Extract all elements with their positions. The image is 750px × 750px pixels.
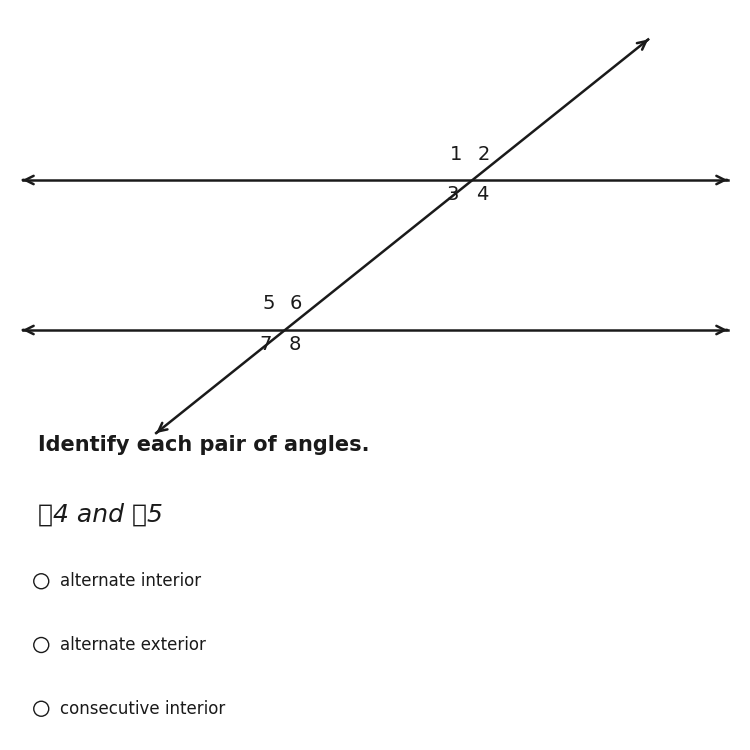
Text: alternate interior: alternate interior	[60, 572, 201, 590]
Text: 8: 8	[288, 335, 301, 354]
Text: 7: 7	[260, 335, 272, 354]
Text: 5: 5	[262, 295, 275, 314]
Text: 1: 1	[450, 145, 463, 164]
Text: 6: 6	[290, 295, 302, 314]
Text: alternate exterior: alternate exterior	[60, 636, 206, 654]
Text: consecutive interior: consecutive interior	[60, 700, 225, 718]
Text: 2: 2	[478, 145, 490, 164]
Text: 4: 4	[476, 185, 488, 204]
Text: 3: 3	[447, 185, 459, 204]
Text: Identify each pair of angles.: Identify each pair of angles.	[38, 435, 369, 455]
Text: ␇4 and ␇5: ␇4 and ␇5	[38, 503, 162, 526]
